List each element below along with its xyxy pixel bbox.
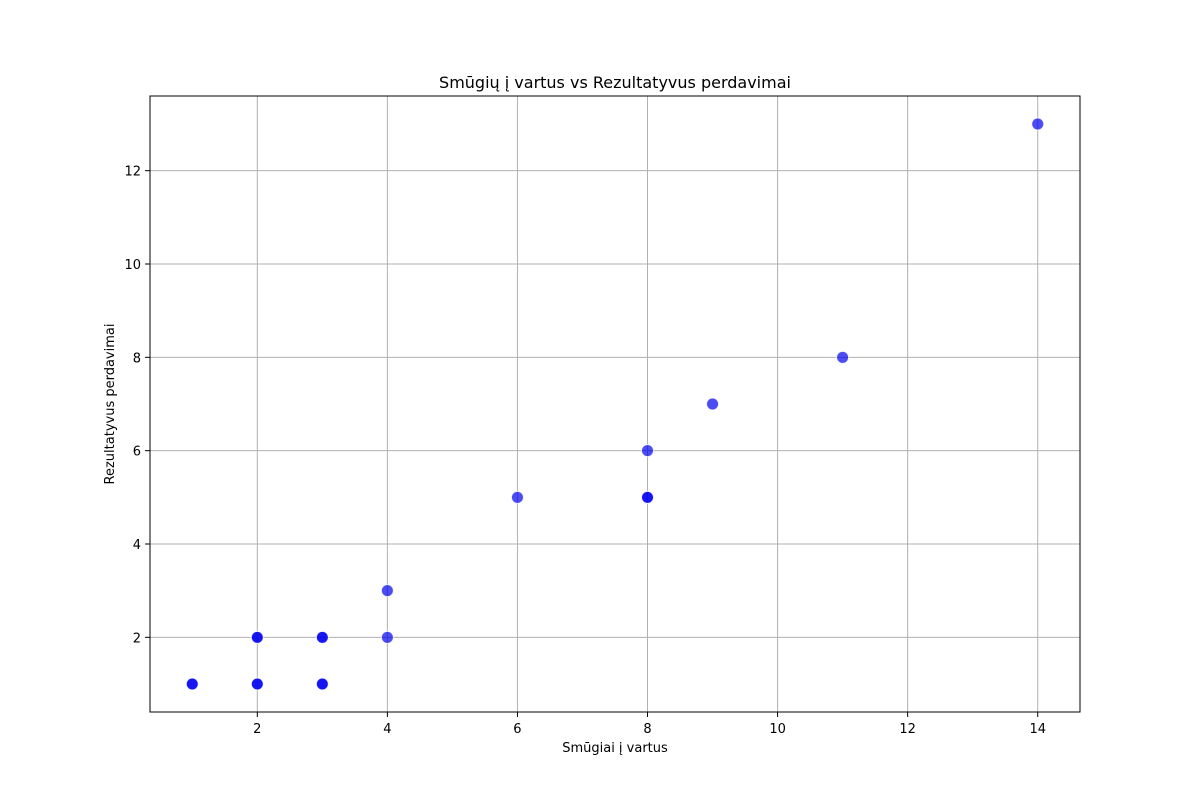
x-tick-label: 8: [643, 722, 651, 737]
data-point: [315, 630, 329, 644]
y-tick-label: 4: [133, 538, 141, 553]
data-point: [510, 490, 524, 504]
y-tick-label: 8: [133, 351, 141, 366]
data-point: [706, 397, 720, 411]
data-point: [315, 677, 329, 691]
x-tick-label: 4: [383, 722, 391, 737]
data-point: [380, 630, 394, 644]
y-tick-label: 12: [124, 165, 141, 180]
data-point: [250, 677, 264, 691]
grid-lines: [150, 96, 1080, 712]
plot-frame: [149, 95, 1081, 713]
data-point: [1031, 117, 1045, 131]
y-axis-label: Rezultatyvus perdavimai: [103, 324, 118, 485]
x-axis-label: Smūgiai į vartus: [562, 741, 668, 756]
y-axis-ticks: 2 4 6 8 10 12: [124, 165, 150, 646]
x-tick-label: 12: [899, 722, 916, 737]
data-points: [185, 117, 1045, 691]
data-point: [380, 584, 394, 598]
data-point: [641, 490, 655, 504]
chart-title: Smūgių į vartus vs Rezultatyvus perdavim…: [439, 73, 791, 92]
data-point: [836, 350, 850, 364]
y-tick-label: 6: [133, 445, 141, 460]
data-point: [641, 444, 655, 458]
y-tick-label: 2: [133, 631, 141, 646]
x-tick-label: 10: [769, 722, 786, 737]
x-tick-label: 6: [513, 722, 521, 737]
y-tick-label: 10: [124, 258, 141, 273]
x-tick-label: 2: [253, 722, 261, 737]
data-point: [250, 630, 264, 644]
x-axis-ticks: 2 4 6 8 10 12 14: [253, 712, 1046, 737]
x-tick-label: 14: [1029, 722, 1046, 737]
data-point: [185, 677, 199, 691]
